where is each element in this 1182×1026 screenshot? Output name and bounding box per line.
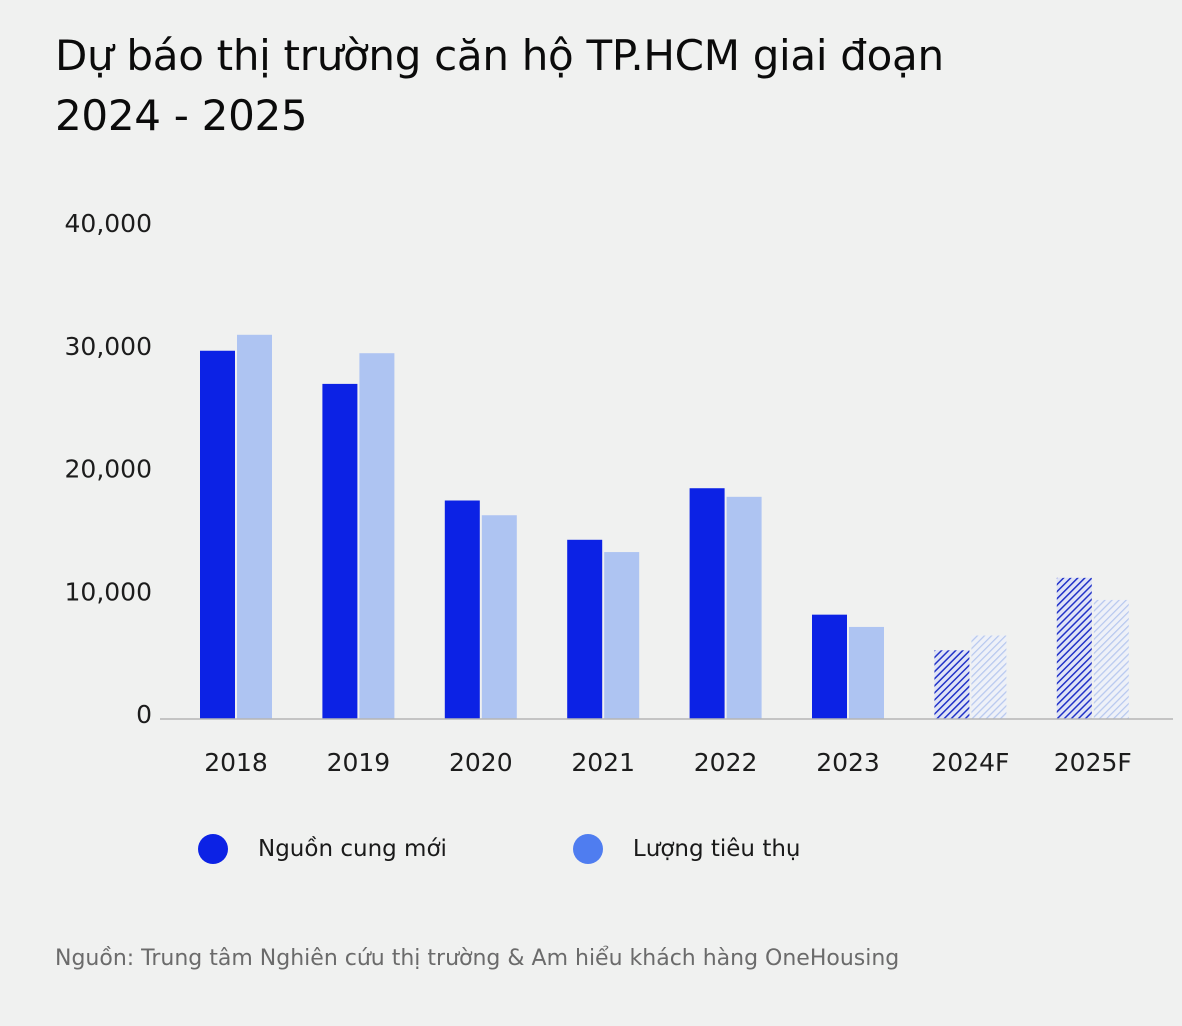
bar-new-supply-2018 — [200, 350, 235, 719]
legend-label-new-supply: Nguồn cung mới — [258, 836, 447, 862]
bar-new-supply-2023 — [812, 614, 847, 719]
x-axis: 2018 2019 2020 2021 2022 2023 2024F 2025F — [204, 748, 1132, 777]
bar-absorption-2021 — [604, 552, 640, 719]
legend-item-new-supply: Nguồn cung mới — [198, 834, 447, 864]
bar-absorption-2023 — [849, 626, 884, 719]
y-tick-label: 0 — [136, 700, 152, 729]
legend-swatch-new-supply — [198, 834, 228, 864]
chart-title: Dự báo thị trường căn hộ TP.HCM giai đoạ… — [55, 31, 944, 140]
legend: Nguồn cung mới Lượng tiêu thụ — [198, 834, 801, 864]
y-axis: 0 10,000 20,000 30,000 40,000 — [65, 209, 152, 729]
y-tick-label: 30,000 — [65, 332, 152, 361]
legend-label-absorption: Lượng tiêu thụ — [632, 836, 801, 862]
x-tick-label: 2022 — [694, 748, 758, 777]
legend-swatch-absorption — [572, 834, 603, 864]
bar-new-supply-2022 — [689, 488, 725, 719]
x-tick-label: 2019 — [327, 748, 391, 777]
bar-absorption-2024f — [971, 635, 1007, 719]
x-tick-label: 2023 — [816, 748, 880, 777]
bar-new-supply-2020 — [444, 500, 480, 719]
y-tick-label: 10,000 — [65, 577, 152, 606]
bars-group — [200, 334, 1129, 719]
x-tick-label: 2021 — [571, 748, 635, 777]
y-tick-label: 40,000 — [65, 209, 152, 238]
bar-absorption-2025f — [1093, 599, 1129, 719]
bar-absorption-2019 — [359, 353, 395, 719]
x-tick-label: 2024F — [931, 748, 1009, 777]
source-note: Nguồn: Trung tâm Nghiên cứu thị trường &… — [55, 946, 900, 971]
x-tick-label: 2025F — [1054, 748, 1132, 777]
y-tick-label: 20,000 — [65, 455, 152, 484]
x-tick-label: 2020 — [449, 748, 513, 777]
bar-new-supply-2025f — [1056, 577, 1092, 719]
bar-absorption-2020 — [481, 515, 517, 719]
bar-new-supply-2019 — [322, 383, 358, 719]
x-tick-label: 2018 — [204, 748, 268, 777]
bar-new-supply-2021 — [567, 539, 603, 719]
legend-item-absorption: Lượng tiêu thụ — [572, 834, 801, 864]
bar-new-supply-2024f — [934, 650, 970, 719]
bar-absorption-2022 — [726, 496, 762, 719]
bar-absorption-2018 — [237, 334, 272, 719]
